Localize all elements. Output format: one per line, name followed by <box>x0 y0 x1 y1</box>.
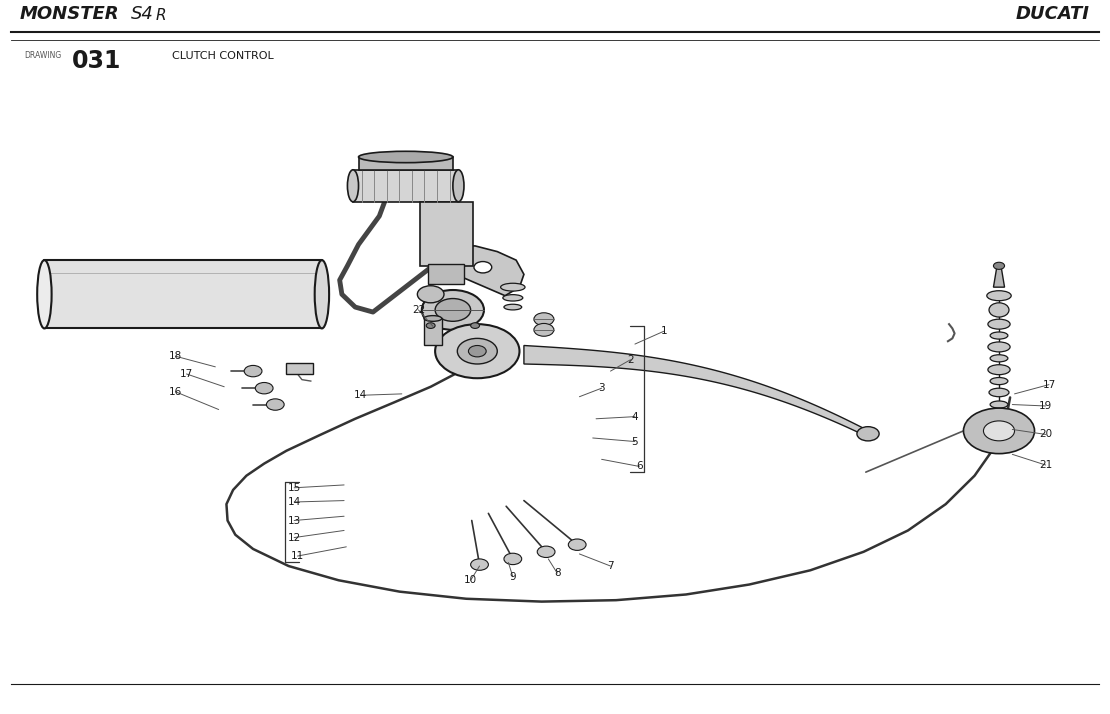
Text: 12: 12 <box>287 533 301 543</box>
Text: CLUTCH CONTROL: CLUTCH CONTROL <box>172 51 274 61</box>
Bar <box>424 318 442 346</box>
Circle shape <box>471 323 480 328</box>
Circle shape <box>435 298 471 321</box>
Text: 1: 1 <box>660 326 667 336</box>
Text: 17: 17 <box>180 369 193 379</box>
Ellipse shape <box>359 151 453 163</box>
Bar <box>353 170 458 202</box>
Text: 10: 10 <box>464 575 477 585</box>
Text: 17: 17 <box>1042 380 1056 390</box>
Ellipse shape <box>990 401 1008 408</box>
Ellipse shape <box>990 378 1008 385</box>
Circle shape <box>457 338 497 364</box>
Ellipse shape <box>347 170 359 202</box>
Text: 6: 6 <box>636 461 643 471</box>
Ellipse shape <box>988 365 1010 375</box>
Text: 8: 8 <box>554 568 561 578</box>
Polygon shape <box>993 267 1005 287</box>
Ellipse shape <box>504 304 522 310</box>
Text: 22: 22 <box>412 305 425 315</box>
Circle shape <box>993 262 1005 269</box>
Circle shape <box>534 323 554 336</box>
Text: 4: 4 <box>632 412 638 422</box>
Text: 3: 3 <box>598 383 605 393</box>
Text: 14: 14 <box>287 497 301 507</box>
Circle shape <box>244 366 262 377</box>
Ellipse shape <box>424 316 442 321</box>
Ellipse shape <box>988 412 1010 422</box>
Text: MONSTER: MONSTER <box>20 4 120 23</box>
Bar <box>359 157 453 170</box>
Ellipse shape <box>988 319 1010 329</box>
Ellipse shape <box>989 303 1009 317</box>
Bar <box>286 363 313 374</box>
Text: DUCATI: DUCATI <box>1016 4 1090 23</box>
Circle shape <box>468 346 486 357</box>
Text: 11: 11 <box>291 551 304 561</box>
Text: 21: 21 <box>1039 460 1052 470</box>
Circle shape <box>426 323 435 328</box>
Text: 15: 15 <box>287 483 301 493</box>
Circle shape <box>537 546 555 558</box>
Text: S4: S4 <box>131 4 154 23</box>
Ellipse shape <box>987 291 1011 301</box>
Text: 16: 16 <box>169 387 182 397</box>
Ellipse shape <box>988 342 1010 352</box>
Circle shape <box>474 261 492 273</box>
Text: 13: 13 <box>287 516 301 526</box>
Circle shape <box>504 553 522 565</box>
Circle shape <box>417 286 444 303</box>
Ellipse shape <box>501 283 525 291</box>
Circle shape <box>435 324 519 378</box>
Text: 9: 9 <box>509 572 516 582</box>
Circle shape <box>857 427 879 441</box>
Circle shape <box>534 313 554 326</box>
Bar <box>44 260 322 328</box>
Bar <box>428 263 464 283</box>
Text: DRAWING: DRAWING <box>24 51 62 60</box>
Circle shape <box>963 408 1035 453</box>
Text: R: R <box>155 8 166 23</box>
Text: 20: 20 <box>1039 429 1052 439</box>
Polygon shape <box>524 346 868 437</box>
Ellipse shape <box>38 260 51 328</box>
Text: 5: 5 <box>632 436 638 446</box>
Ellipse shape <box>990 332 1008 339</box>
Text: 7: 7 <box>607 561 614 571</box>
Text: 19: 19 <box>1039 401 1052 411</box>
Text: 14: 14 <box>354 391 367 401</box>
Ellipse shape <box>315 260 329 328</box>
Text: 18: 18 <box>169 351 182 361</box>
Polygon shape <box>442 246 524 296</box>
Circle shape <box>266 399 284 411</box>
Circle shape <box>255 383 273 394</box>
Ellipse shape <box>453 170 464 202</box>
Circle shape <box>422 290 484 330</box>
Text: 031: 031 <box>72 49 121 73</box>
Text: 2: 2 <box>627 355 634 365</box>
Bar <box>420 202 473 266</box>
Ellipse shape <box>989 388 1009 397</box>
Circle shape <box>471 559 488 570</box>
Ellipse shape <box>503 295 523 301</box>
Circle shape <box>983 421 1015 441</box>
Ellipse shape <box>990 355 1008 362</box>
Circle shape <box>568 539 586 550</box>
